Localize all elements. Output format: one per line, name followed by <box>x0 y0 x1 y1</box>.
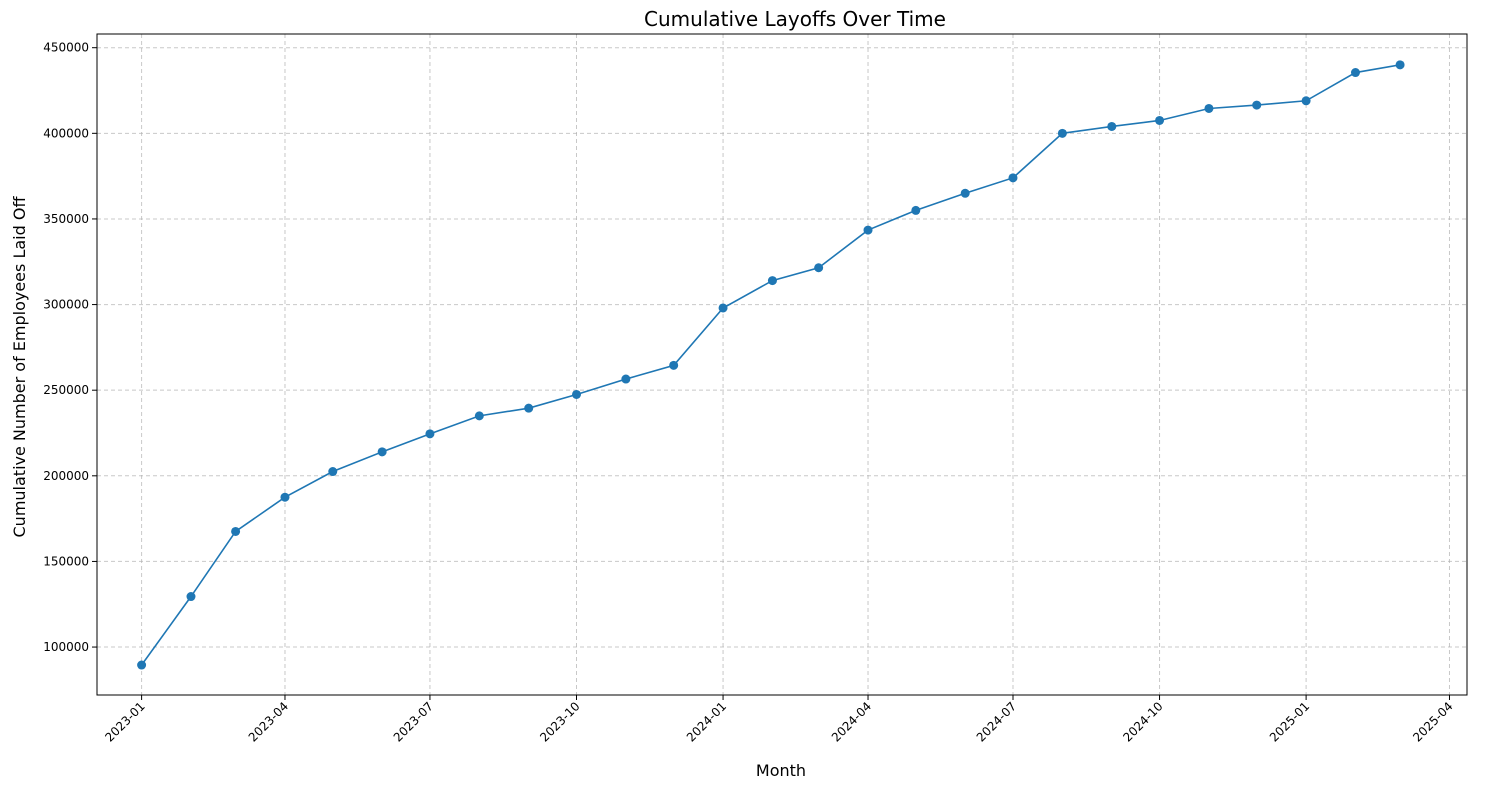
x-tick-label: 2024-10 <box>1120 699 1165 744</box>
x-tick-label: 2023-07 <box>391 699 436 744</box>
y-tick-label: 100000 <box>43 640 89 654</box>
data-point <box>524 403 534 413</box>
data-point <box>572 389 581 399</box>
y-tick-label: 400000 <box>43 126 89 140</box>
data-point <box>377 447 387 457</box>
data-point <box>1204 103 1214 113</box>
data-point <box>231 526 241 536</box>
data-point <box>863 225 873 235</box>
chart-title: Cumulative Layoffs Over Time <box>644 7 946 31</box>
x-tick-label: 2024-07 <box>974 699 1019 744</box>
x-tick-label: 2024-01 <box>684 699 729 744</box>
y-tick-label: 450000 <box>43 41 89 55</box>
y-tick-label: 250000 <box>43 383 89 397</box>
x-tick-label: 2025-01 <box>1267 699 1312 744</box>
x-tick-label: 2024-04 <box>829 699 874 744</box>
data-point <box>814 263 824 273</box>
y-axis-label: Cumulative Number of Employees Laid Off <box>10 196 29 538</box>
data-point <box>621 374 631 384</box>
data-point <box>328 467 338 477</box>
data-point <box>137 660 147 670</box>
data-point <box>425 429 435 439</box>
data-point <box>1057 128 1067 138</box>
data-point <box>186 592 196 602</box>
x-axis-ticks: 2023-01 2023-04 2023-07 2023-10 2024-01 2024-… <box>102 695 1456 745</box>
data-point <box>669 360 679 370</box>
data-point <box>911 205 921 215</box>
data-point <box>767 276 777 286</box>
x-tick-label: 2025-04 <box>1410 699 1455 744</box>
series-line <box>140 64 1401 666</box>
grid-lines <box>97 34 1467 695</box>
x-tick-label: 2023-04 <box>246 699 291 744</box>
data-point <box>280 492 290 502</box>
data-point <box>1301 96 1311 106</box>
data-point <box>1155 115 1165 125</box>
plot-frame <box>96 33 1468 696</box>
y-tick-label: 150000 <box>43 554 89 568</box>
data-point <box>1008 173 1018 183</box>
data-point <box>474 411 484 421</box>
data-point <box>960 188 970 198</box>
x-axis-label: Month <box>756 761 806 780</box>
y-tick-label: 350000 <box>43 212 89 226</box>
data-point <box>1107 121 1117 131</box>
y-tick-label: 300000 <box>43 298 89 312</box>
series-line-layer <box>140 64 1401 666</box>
data-point <box>1252 100 1262 110</box>
data-point <box>1395 60 1405 70</box>
data-markers <box>137 60 1405 670</box>
x-tick-label: 2023-10 <box>537 699 582 744</box>
data-point <box>1350 68 1360 78</box>
x-tick-label: 2023-01 <box>102 699 147 744</box>
y-axis-ticks: 100000 150000 200000 250000 300000 350000 4000… <box>43 41 97 654</box>
y-tick-label: 200000 <box>43 469 89 483</box>
data-point <box>718 303 728 313</box>
